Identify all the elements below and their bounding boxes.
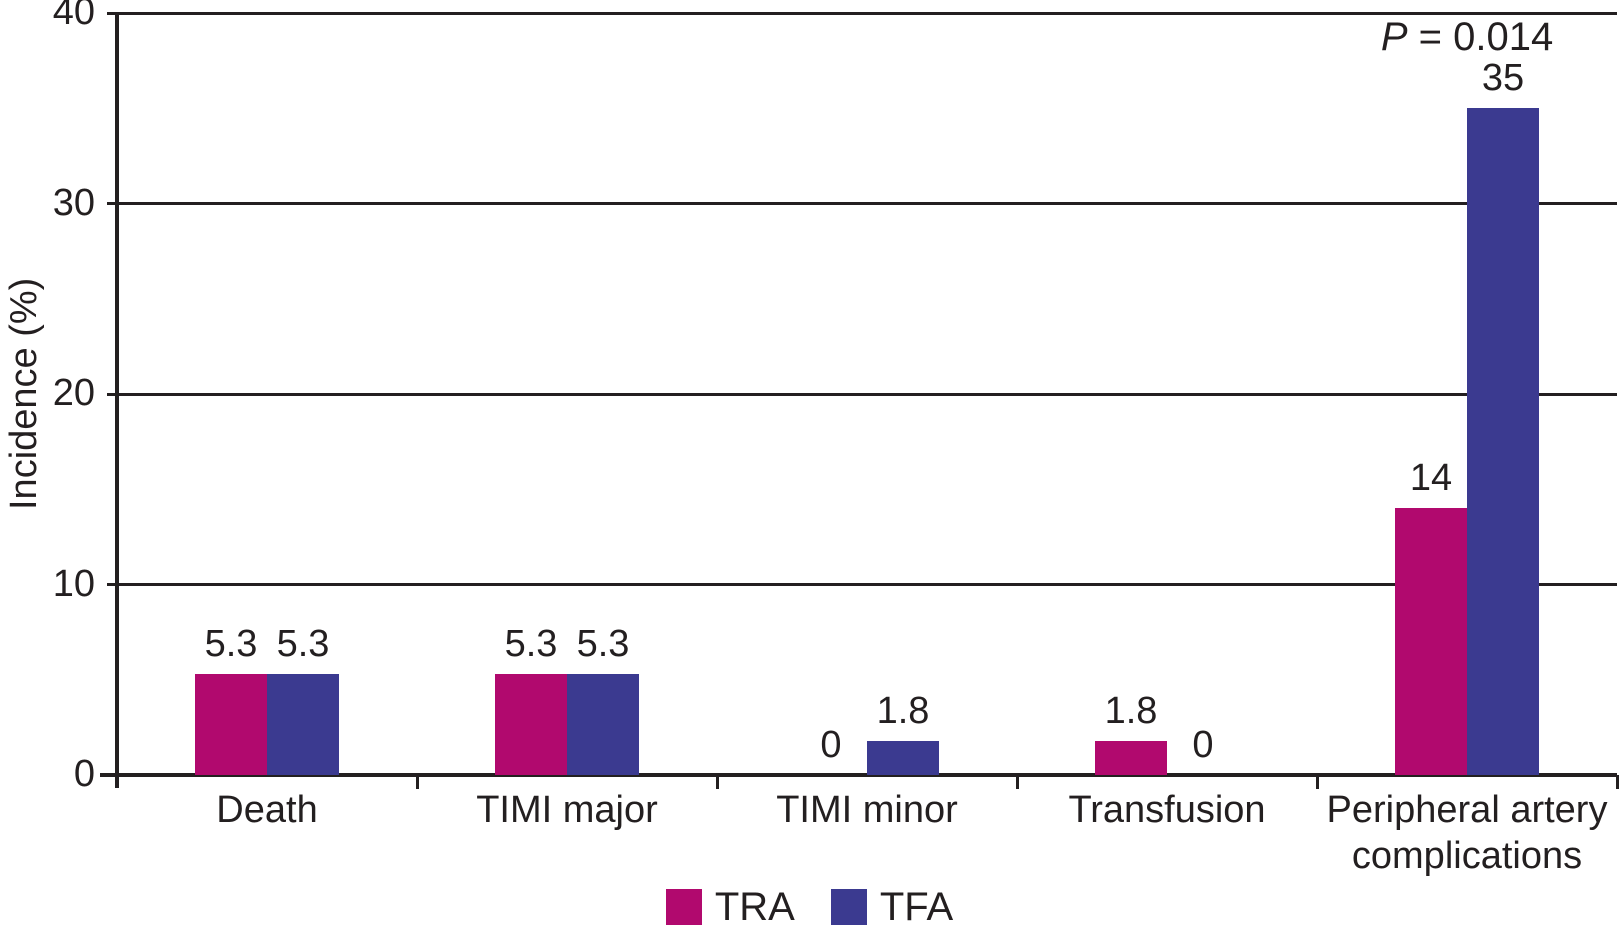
legend: TRA TFA (0, 886, 1619, 928)
gridline-20 (107, 392, 1617, 396)
y-tick-label-20: 20 (52, 372, 95, 414)
gridline-30 (107, 202, 1617, 205)
bar-tfa-death (267, 674, 339, 775)
x-category-label-timi-minor: TIMI minor (776, 789, 958, 831)
legend-item-tra: TRA (665, 885, 795, 929)
legend-item-tfa: TFA (830, 885, 954, 929)
bar-tra-death (195, 674, 267, 775)
legend-swatch-tra (665, 889, 702, 925)
value-label-tra-death: 5.3 (204, 623, 258, 666)
p-value-text: = 0.014 (1407, 15, 1554, 59)
x-axis-tick (1315, 775, 1319, 789)
y-tick-label-30: 30 (52, 181, 95, 224)
y-tick-label-40: 40 (52, 0, 95, 33)
x-category-label-death: Death (216, 789, 318, 831)
value-label-tfa-timi-minor: 1.8 (876, 689, 930, 732)
y-tick-label-10: 10 (52, 562, 95, 605)
gridline-10 (107, 583, 1617, 586)
bar-tra-peripheral-artery-complications (1395, 508, 1467, 775)
p-value-symbol: P (1380, 15, 1408, 59)
gridline-40 (107, 11, 1617, 15)
value-label-tra-peripheral-artery-complications: 14 (1409, 457, 1453, 500)
y-axis-line (115, 13, 119, 788)
value-label-tfa-transfusion: 0 (1192, 724, 1214, 766)
x-category-label-timi-major: TIMI major (476, 789, 658, 831)
x-axis-tick (715, 775, 719, 789)
bar-tfa-timi-minor (867, 740, 939, 775)
legend-swatch-tfa (830, 889, 867, 925)
bar-tra-transfusion (1095, 740, 1167, 775)
bar-tfa-peripheral-artery-complications (1467, 108, 1539, 775)
value-label-tra-timi-minor: 0 (820, 724, 842, 766)
value-label-tfa-death: 5.3 (276, 623, 330, 666)
x-category-label-transfusion: Transfusion (1068, 789, 1266, 831)
value-label-tra-timi-major: 5.3 (504, 623, 558, 666)
p-value-annotation: P = 0.014 (1381, 16, 1553, 58)
x-category-label-peripheral-artery-complications: Peripheral artery complications (1326, 789, 1608, 877)
value-label-tfa-peripheral-artery-complications: 35 (1481, 57, 1525, 100)
x-axis-tick (415, 775, 419, 789)
bar-tfa-timi-major (567, 674, 639, 775)
y-tick-label-0: 0 (73, 753, 95, 795)
legend-label-tra: TRA (714, 885, 795, 929)
x-axis-line (100, 773, 1617, 777)
bar-tra-timi-major (495, 674, 567, 775)
x-axis-tick (1015, 775, 1019, 789)
value-label-tfa-timi-major: 5.3 (576, 623, 630, 666)
legend-label-tfa: TFA (879, 885, 954, 929)
x-axis-tick (1615, 775, 1619, 789)
value-label-tra-transfusion: 1.8 (1104, 689, 1158, 732)
